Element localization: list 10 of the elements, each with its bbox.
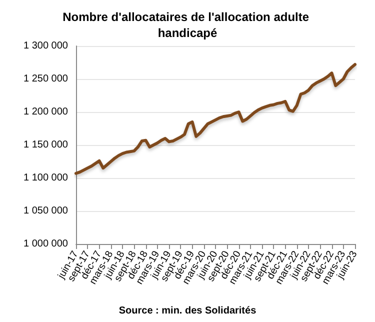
y-tick-label: 1 250 000: [24, 74, 68, 84]
chart-title: Nombre d'allocataires de l'allocation adulte handicapé: [62, 10, 312, 40]
y-tick-label: 1 150 000: [24, 140, 68, 150]
line-series: [74, 62, 356, 175]
y-tick-label: 1 050 000: [24, 206, 68, 216]
y-tick-label: 1 300 000: [24, 40, 68, 52]
y-tick-label: 1 100 000: [24, 172, 68, 184]
y-tick-label: 1 000 000: [24, 238, 68, 250]
y-tick-label: 1 200 000: [24, 106, 68, 118]
source-note: Source : min. des Solidarités: [118, 306, 257, 316]
